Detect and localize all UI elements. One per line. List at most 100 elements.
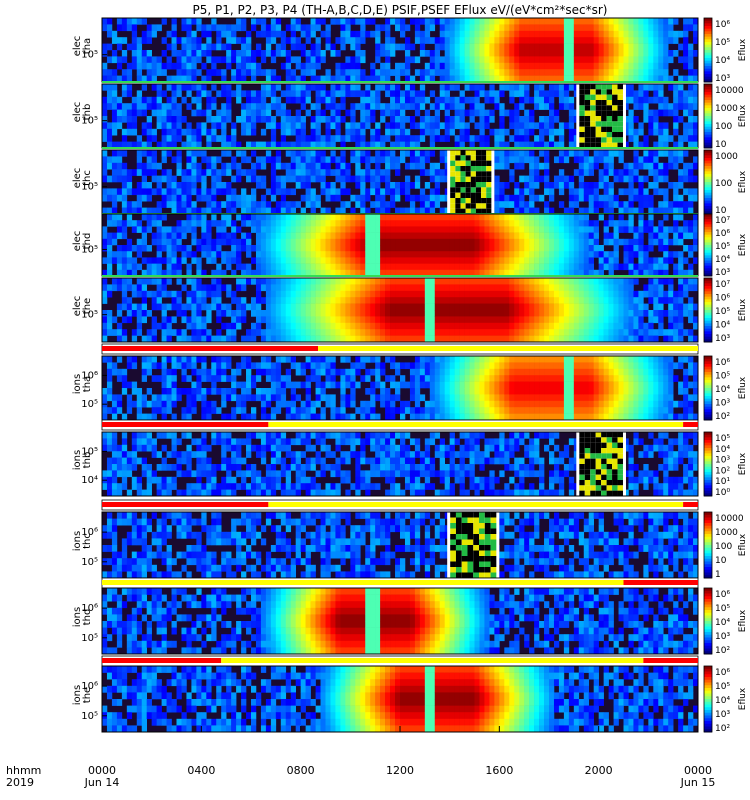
spectrogram-cell bbox=[573, 194, 580, 202]
spectrogram-cell bbox=[255, 50, 262, 57]
spectrogram-cell bbox=[688, 135, 694, 142]
spectrogram-cell bbox=[529, 169, 535, 176]
spectrogram-cell bbox=[429, 128, 436, 136]
spectrogram-cell bbox=[409, 162, 416, 170]
spectrogram-cell bbox=[444, 303, 450, 311]
spectrogram-cell bbox=[251, 194, 257, 202]
saturation-cell bbox=[470, 203, 476, 209]
spectrogram-cell bbox=[111, 141, 118, 149]
spectrogram-cell bbox=[151, 62, 157, 70]
spectrogram-cell bbox=[499, 116, 505, 123]
spectrogram-cell bbox=[345, 135, 351, 142]
spectrogram-cell bbox=[345, 84, 351, 91]
spectrogram-cell bbox=[489, 116, 495, 123]
spectrogram-cell bbox=[583, 238, 590, 246]
spectrogram-cell bbox=[638, 18, 644, 25]
spectrogram-cell bbox=[305, 263, 311, 271]
spectrogram-cell bbox=[260, 162, 267, 170]
panel-stack: thaelec10⁵10⁶10⁵10⁴10³Efluxthbelec10⁵100… bbox=[72, 17, 748, 734]
spectrogram-cell bbox=[241, 69, 247, 76]
spectrogram-cell bbox=[111, 37, 118, 44]
spectrogram-cell bbox=[688, 207, 694, 215]
spectrogram-cell bbox=[260, 263, 267, 271]
spectrogram-cell bbox=[365, 156, 371, 164]
spectrogram-cell bbox=[534, 169, 540, 176]
spectrogram-cell bbox=[300, 284, 306, 292]
spectrogram-cell bbox=[116, 24, 123, 32]
spectrogram-cell bbox=[206, 43, 212, 51]
spectrogram-cell bbox=[628, 182, 634, 189]
spectrogram-cell bbox=[171, 232, 177, 240]
spectrogram-cell bbox=[315, 245, 321, 252]
spectrogram-cell bbox=[673, 232, 679, 240]
spectrogram-cell bbox=[464, 232, 470, 240]
spectrogram-cell bbox=[419, 150, 426, 157]
spectrogram-cell bbox=[201, 251, 207, 258]
spectrogram-cell bbox=[181, 245, 187, 252]
spectrogram-cell bbox=[553, 90, 560, 98]
spectrogram-cell bbox=[424, 269, 431, 277]
spectrogram-cell bbox=[558, 56, 565, 64]
spectrogram-cell bbox=[573, 297, 580, 304]
spectrogram-cell bbox=[191, 322, 197, 330]
spectrogram-cell bbox=[454, 103, 460, 110]
spectrogram-cell bbox=[529, 56, 535, 64]
spectrogram-cell bbox=[231, 75, 237, 83]
spectrogram-cell bbox=[653, 141, 659, 149]
spectrogram-cell bbox=[340, 201, 346, 208]
spectrogram-cell bbox=[395, 269, 401, 277]
spectrogram-cell bbox=[186, 226, 192, 233]
spectrogram-cell bbox=[325, 116, 331, 123]
spectrogram-cell bbox=[121, 141, 128, 149]
panel-ytick-label: 10⁵ bbox=[81, 244, 98, 255]
spectrogram-cell bbox=[484, 322, 490, 330]
spectrogram-cell bbox=[395, 245, 401, 252]
spectrogram-cell bbox=[558, 284, 565, 292]
spectrogram-cell bbox=[499, 18, 505, 25]
spectrogram-cell bbox=[459, 335, 465, 343]
spectrogram-cell bbox=[519, 251, 525, 258]
spectrogram-cell bbox=[340, 214, 346, 221]
spectrogram-cell bbox=[549, 30, 555, 38]
spectrogram-cell bbox=[504, 269, 510, 277]
spectrogram-cell bbox=[499, 141, 505, 149]
spectrogram-cell bbox=[504, 257, 510, 264]
spectrogram-cell bbox=[390, 310, 396, 317]
spectrogram-cell bbox=[454, 96, 460, 104]
spectrogram-cell bbox=[211, 56, 217, 64]
spectrogram-cell bbox=[330, 18, 336, 25]
spectrogram-cell bbox=[449, 303, 455, 311]
spectrogram-cell bbox=[370, 316, 376, 324]
colorbar-tick-label: 10 bbox=[715, 140, 727, 150]
spectrogram-cell bbox=[529, 109, 535, 117]
spectrogram-cell bbox=[330, 90, 336, 98]
spectrogram-cell bbox=[424, 150, 431, 157]
spectrogram-cell bbox=[121, 56, 128, 64]
spectrogram-cell bbox=[509, 69, 515, 76]
spectrogram-cell bbox=[151, 56, 157, 64]
spectrogram-cell bbox=[121, 116, 128, 123]
spectrogram-cell bbox=[320, 207, 326, 215]
spectrogram-cell bbox=[121, 290, 128, 298]
spectrogram-cell bbox=[544, 251, 550, 258]
spectrogram-cell bbox=[474, 263, 480, 271]
spectrogram-cell bbox=[255, 297, 262, 304]
spectrogram-cell bbox=[176, 135, 182, 142]
spectrogram-cell bbox=[330, 103, 336, 110]
spectrogram-cell bbox=[111, 201, 118, 208]
spectrogram-cell bbox=[668, 30, 674, 38]
spectrogram-cell bbox=[474, 109, 480, 117]
spectrogram-cell bbox=[191, 220, 197, 227]
spectrogram-cell bbox=[588, 18, 594, 25]
spectrogram-cell bbox=[206, 251, 212, 258]
spectrogram-cell bbox=[673, 96, 679, 104]
spectrogram-cell bbox=[419, 90, 426, 98]
spectrogram-cell bbox=[171, 182, 177, 189]
spectrogram-cell bbox=[305, 297, 311, 304]
spectrogram-cell bbox=[340, 278, 346, 285]
spectrogram-cell bbox=[280, 263, 287, 271]
spectrogram-cell bbox=[345, 90, 351, 98]
spectrogram-cell bbox=[693, 141, 699, 149]
spectrogram-cell bbox=[290, 188, 296, 196]
spectrogram-cell bbox=[395, 238, 401, 246]
